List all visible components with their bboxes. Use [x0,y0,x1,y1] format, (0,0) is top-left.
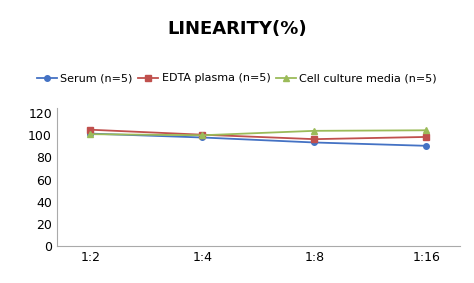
EDTA plasma (n=5) [311,138,317,141]
Legend: Serum (n=5), EDTA plasma (n=5), Cell culture media (n=5): Serum (n=5), EDTA plasma (n=5), Cell cul… [37,74,437,83]
Serum (n=5) [311,141,317,144]
Cell culture media (n=5) [200,134,205,137]
Line: EDTA plasma (n=5): EDTA plasma (n=5) [88,127,429,142]
Line: Cell culture media (n=5): Cell culture media (n=5) [88,128,429,138]
Serum (n=5) [423,144,429,147]
EDTA plasma (n=5) [423,135,429,139]
Serum (n=5) [88,132,93,135]
EDTA plasma (n=5) [88,128,93,131]
Cell culture media (n=5) [423,128,429,132]
Serum (n=5) [200,136,205,139]
Cell culture media (n=5) [311,129,317,132]
Text: LINEARITY(%): LINEARITY(%) [167,20,307,38]
EDTA plasma (n=5) [200,133,205,136]
Cell culture media (n=5) [88,132,93,136]
Line: Serum (n=5): Serum (n=5) [88,131,429,149]
